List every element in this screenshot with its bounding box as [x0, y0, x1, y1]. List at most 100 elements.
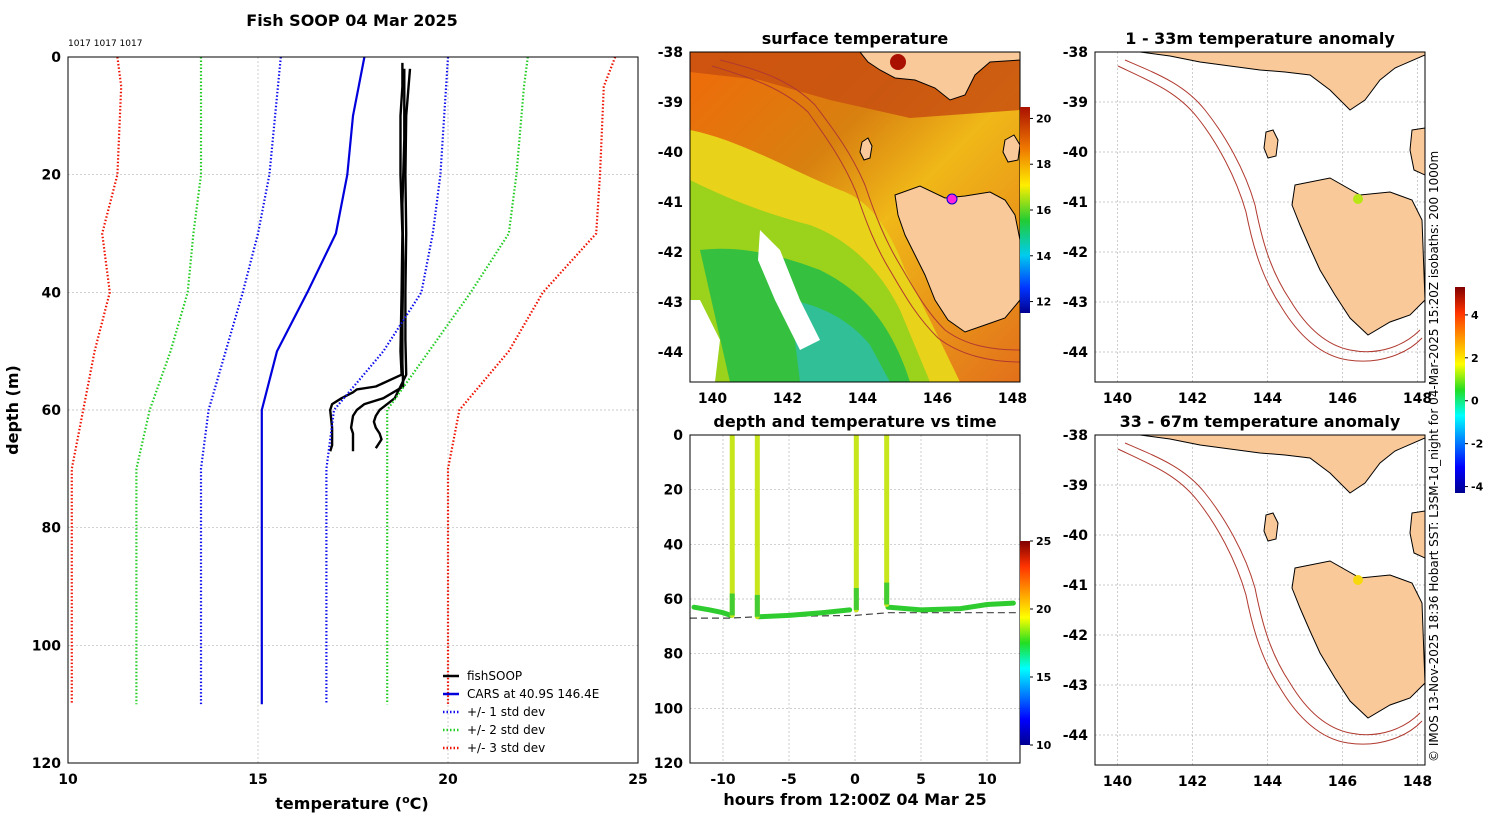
profile-ytick: 80	[42, 521, 62, 537]
a1-mainland	[1139, 52, 1425, 111]
depth-time-ytick: 0	[673, 428, 683, 444]
profile-series-line	[446, 57, 617, 705]
profile-ytick: 40	[42, 285, 62, 301]
a2-flinders-island	[1409, 510, 1425, 559]
map-ytick: -38	[658, 45, 683, 61]
sst-map	[690, 52, 1020, 382]
anom-shallow-title: 1 - 33m temperature anomaly	[1125, 29, 1395, 48]
credit-text: © IMOS 13-Nov-2025 18:36 Hobart SST: L3S…	[1427, 151, 1441, 762]
depth-time-ytick: 20	[664, 483, 684, 499]
colorbar-tick-label: 14	[1036, 250, 1052, 263]
map-xtick: 140	[698, 391, 727, 407]
depth-time-xtick: 0	[850, 772, 860, 788]
anom-deep-axes-frame	[1094, 434, 1426, 766]
profile-series-line	[135, 57, 203, 705]
map-ytick: -38	[1063, 45, 1088, 61]
a2-profile-marker	[1353, 575, 1363, 585]
depth-time-xlabel: hours from 12:00Z 04 Mar 25	[723, 790, 986, 809]
map-ytick: -40	[1063, 528, 1089, 544]
map-ytick: -43	[658, 295, 683, 311]
depth-time-series	[690, 435, 1020, 620]
map-ytick: -44	[1063, 728, 1089, 744]
profile-xtick: 15	[248, 772, 267, 788]
legend-label: +/- 2 std dev	[467, 723, 545, 737]
a1-isobath-200	[1124, 59, 1421, 353]
sst-colorbar-ticks: 12 14 16 18 20	[1030, 112, 1052, 309]
profile-series-line	[70, 57, 123, 705]
profile-series	[70, 57, 617, 705]
anom-shallow-map	[1117, 52, 1425, 362]
map-ytick: -43	[1063, 295, 1088, 311]
anom-shallow-tick-labels: 140 142 144 146 148 -38 -39 -40 -41 -42 -43 -44	[1063, 45, 1432, 407]
profile-xlabel: temperature (oC)	[275, 793, 428, 813]
map-xtick: 142	[1178, 774, 1207, 790]
map-xtick: 144	[1253, 391, 1282, 407]
profile-series-line	[199, 57, 282, 705]
a2-isobath-200	[1124, 442, 1421, 736]
depth-time-xtick: -10	[710, 772, 736, 788]
map-xtick: 140	[1103, 391, 1132, 407]
sst-profile-marker	[946, 193, 958, 205]
profile-ytick: 60	[42, 403, 62, 419]
colorbar-tick-label: 4	[1471, 309, 1479, 322]
map-xtick: 140	[1103, 774, 1132, 790]
map-xtick: 148	[1403, 391, 1432, 407]
map-ytick: -43	[1063, 678, 1088, 694]
legend-label: +/- 3 std dev	[467, 741, 545, 755]
sst-tasmania	[894, 185, 1020, 333]
map-xtick: 148	[1403, 774, 1432, 790]
main-title: Fish SOOP 04 Mar 2025	[246, 11, 457, 30]
profile-ytick: 0	[51, 50, 61, 66]
profile-legend: fishSOOP CARS at 40.9S 146.4E +/- 1 std de…	[443, 669, 599, 755]
profile-ytick: 20	[42, 168, 62, 184]
bottom-tow-trace	[691, 604, 734, 618]
anom-deep-tick-labels: 140 142 144 146 148 -38 -39 -40 -41 -42 -43 -44	[1063, 428, 1432, 790]
colorbar-tick-label: 25	[1036, 535, 1051, 548]
map-xtick: 142	[773, 391, 802, 407]
map-ytick: -44	[658, 345, 684, 361]
depth-time-ytick: 100	[654, 701, 683, 717]
map-ytick: -41	[1063, 578, 1088, 594]
a1-isobath-1000	[1117, 65, 1423, 362]
sst-teal-region	[790, 300, 890, 382]
a2-tasmania	[1291, 560, 1425, 719]
colorbar-tick-label: 10	[1036, 739, 1052, 752]
depth-time-xtick: 5	[916, 772, 926, 788]
depth-time-ytick: 80	[664, 647, 684, 663]
profile-ytick: 120	[32, 756, 61, 772]
profile-id-label: 1017 1017 1017	[68, 39, 142, 49]
sst-cloud-strip	[758, 230, 820, 350]
map-ytick: -42	[1063, 628, 1088, 644]
colorbar-tick-label: 16	[1036, 204, 1052, 217]
profile-series-line	[260, 57, 366, 705]
anomaly-colorbar	[1455, 287, 1465, 493]
map-ytick: -39	[1063, 95, 1088, 111]
anom-deep-title: 33 - 67m temperature anomaly	[1120, 412, 1401, 431]
map-xtick: 142	[1178, 391, 1207, 407]
map-ytick: -38	[1063, 428, 1088, 444]
map-ytick: -40	[1063, 145, 1089, 161]
depth-time-ytick: 40	[664, 537, 684, 553]
sst-cloud-west	[690, 300, 720, 382]
depth-time-colorbar	[1020, 541, 1030, 745]
map-ytick: -42	[658, 245, 683, 261]
profile-xtick: 25	[628, 772, 647, 788]
bottom-depth-line	[690, 612, 1020, 619]
anomaly-colorbar-ticks: -4 -2 0 2 4	[1465, 309, 1484, 494]
map-xtick: 148	[998, 391, 1027, 407]
map-xtick: 146	[1328, 391, 1357, 407]
sst-isobath-1000	[711, 65, 1020, 363]
map-xtick: 146	[923, 391, 952, 407]
a1-king-island	[1263, 129, 1279, 159]
a2-king-island	[1263, 512, 1279, 542]
profile-tick-labels: 10 15 20 25 0 20 40 60 80 100 120	[32, 50, 648, 788]
profile-series-line	[325, 57, 450, 705]
colorbar-tick-label: 20	[1036, 603, 1052, 616]
depth-time-xtick: 10	[977, 772, 997, 788]
colorbar-tick-label: 12	[1036, 296, 1051, 309]
legend-label: CARS at 40.9S 146.4E	[467, 687, 599, 701]
colorbar-tick-label: 15	[1036, 671, 1051, 684]
profile-ylabel: depth (m)	[3, 365, 22, 455]
profile-series-line	[329, 62, 404, 452]
